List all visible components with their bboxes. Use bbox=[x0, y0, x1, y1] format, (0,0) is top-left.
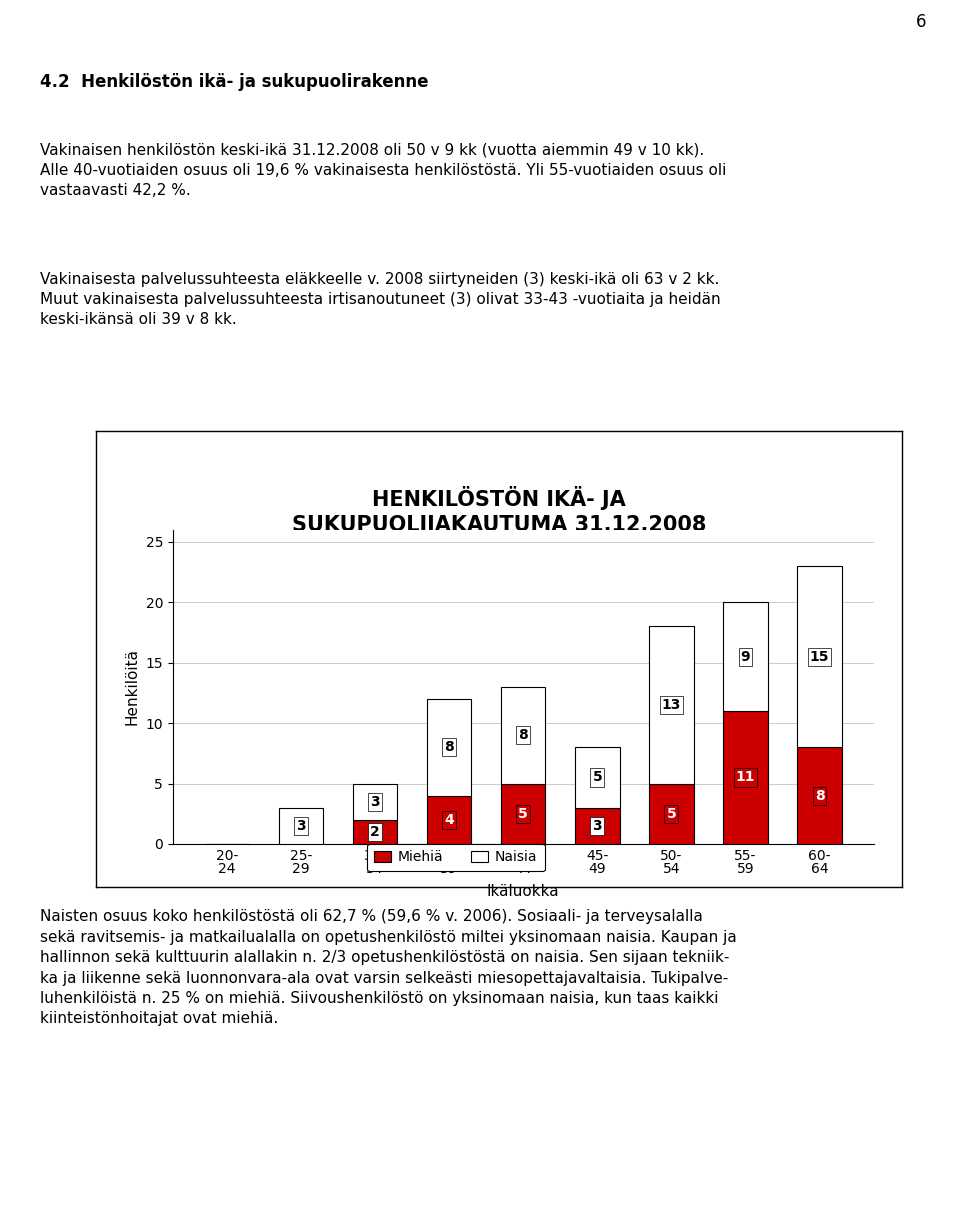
X-axis label: Ikäluokka: Ikäluokka bbox=[487, 885, 560, 899]
Bar bbox=[798, 748, 842, 844]
Text: 3: 3 bbox=[592, 819, 602, 833]
Bar bbox=[278, 808, 324, 844]
Text: Vakinaisen henkilöstön keski-ikä 31.12.2008 oli 50 v 9 kk (vuotta aiemmin 49 v 1: Vakinaisen henkilöstön keski-ikä 31.12.2… bbox=[40, 142, 727, 198]
Text: Naisten osuus koko henkilöstöstä oli 62,7 % (59,6 % v. 2006). Sosiaali- ja terve: Naisten osuus koko henkilöstöstä oli 62,… bbox=[40, 909, 737, 1026]
Text: 5: 5 bbox=[518, 807, 528, 821]
Text: 8: 8 bbox=[815, 788, 825, 802]
Text: 8: 8 bbox=[518, 728, 528, 742]
Text: 3: 3 bbox=[371, 795, 380, 808]
Text: 5: 5 bbox=[592, 770, 602, 785]
Bar bbox=[501, 784, 545, 844]
Text: Vakinaisesta palvelussuhteesta eläkkeelle v. 2008 siirtyneiden (3) keski-ikä oli: Vakinaisesta palvelussuhteesta eläkkeell… bbox=[40, 271, 721, 328]
Bar bbox=[353, 784, 397, 819]
Text: 11: 11 bbox=[735, 770, 756, 785]
Text: 15: 15 bbox=[810, 649, 829, 664]
Bar bbox=[427, 796, 471, 844]
Bar bbox=[649, 784, 693, 844]
Text: HENKILÖSTÖN IKÄ- JA
SUKUPUOLIJAKAUTUMA 31.12.2008: HENKILÖSTÖN IKÄ- JA SUKUPUOLIJAKAUTUMA 3… bbox=[292, 485, 707, 535]
Text: 5: 5 bbox=[666, 807, 676, 821]
Y-axis label: Henkilöitä: Henkilöitä bbox=[125, 648, 140, 726]
Legend: Miehiä, Naisia: Miehiä, Naisia bbox=[368, 844, 544, 871]
Text: 2: 2 bbox=[371, 825, 380, 839]
Bar bbox=[353, 819, 397, 844]
Text: 13: 13 bbox=[661, 699, 681, 712]
Text: 6: 6 bbox=[916, 14, 926, 31]
Bar bbox=[427, 699, 471, 796]
Bar bbox=[575, 808, 619, 844]
Bar bbox=[575, 748, 619, 808]
Bar bbox=[501, 686, 545, 784]
Text: 4: 4 bbox=[444, 813, 454, 827]
Bar bbox=[723, 711, 768, 844]
Bar bbox=[649, 626, 693, 784]
Bar bbox=[798, 565, 842, 748]
Text: 3: 3 bbox=[296, 819, 306, 833]
Text: 9: 9 bbox=[740, 649, 751, 664]
Text: 4.2  Henkilöstön ikä- ja sukupuolirakenne: 4.2 Henkilöstön ikä- ja sukupuolirakenne bbox=[40, 74, 429, 91]
Text: 8: 8 bbox=[444, 740, 454, 754]
Bar bbox=[723, 602, 768, 711]
